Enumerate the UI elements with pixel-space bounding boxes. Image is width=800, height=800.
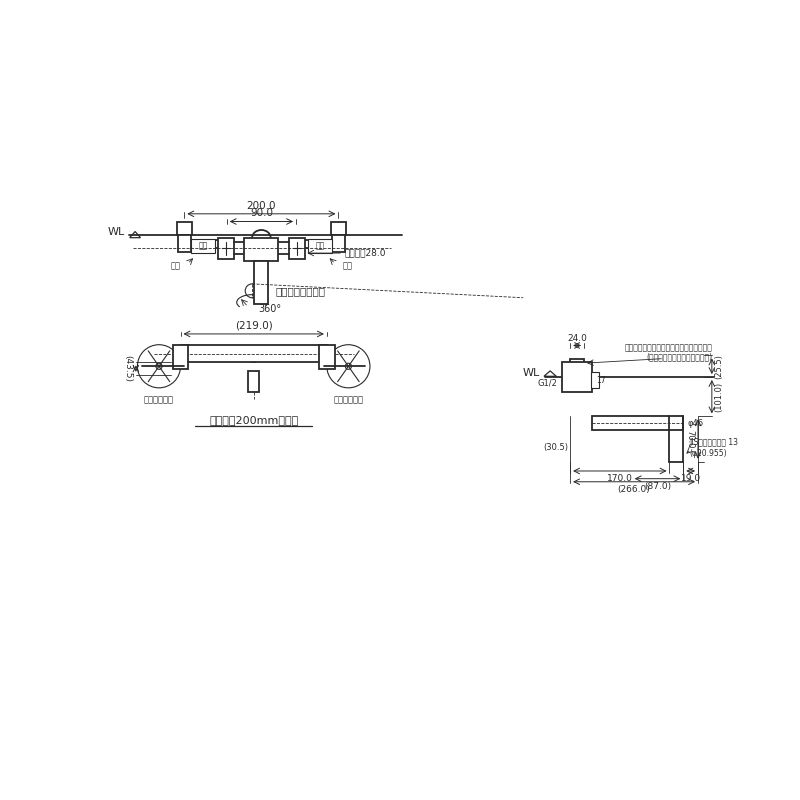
Bar — [248, 371, 259, 392]
Text: WL: WL — [523, 368, 540, 378]
Circle shape — [156, 363, 162, 370]
Bar — [245, 238, 278, 261]
Bar — [254, 261, 268, 304]
Text: 19.0: 19.0 — [681, 474, 701, 483]
Text: 90.0: 90.0 — [250, 209, 273, 218]
Bar — [289, 238, 305, 259]
Text: (25.5): (25.5) — [714, 354, 723, 378]
Bar — [593, 416, 683, 430]
Text: 温側ハンドル: 温側ハンドル — [144, 396, 174, 405]
Text: 吐水: 吐水 — [170, 261, 181, 270]
Text: (30.5): (30.5) — [543, 443, 568, 452]
Text: (87.0): (87.0) — [644, 482, 671, 490]
Text: 六角対辺28.0: 六角対辺28.0 — [345, 249, 386, 258]
Bar — [319, 346, 334, 369]
Bar — [570, 358, 584, 377]
Text: 吐水: 吐水 — [342, 261, 352, 270]
Text: 24.0: 24.0 — [567, 334, 587, 343]
Bar — [591, 373, 598, 388]
Bar — [173, 346, 188, 369]
Text: φ46: φ46 — [687, 418, 703, 428]
Text: 200.0: 200.0 — [246, 201, 276, 210]
Text: スパウト回転角度: スパウト回転角度 — [275, 286, 326, 296]
Text: G1/2: G1/2 — [538, 378, 558, 388]
Text: (シャワーセットは別売固定品): (シャワーセットは別売固定品) — [646, 353, 713, 362]
Text: 上水: 上水 — [315, 242, 325, 250]
Text: (219.0): (219.0) — [235, 321, 273, 331]
Text: 70.0: 70.0 — [685, 430, 694, 448]
Bar — [332, 234, 345, 251]
Text: 360°: 360° — [258, 303, 282, 314]
Bar — [190, 239, 215, 253]
Bar — [330, 222, 346, 234]
Text: 170.0: 170.0 — [607, 474, 633, 483]
Text: (101.0): (101.0) — [714, 382, 723, 412]
Bar — [307, 239, 332, 253]
Bar — [178, 234, 190, 251]
Bar — [218, 238, 234, 259]
Text: JIS給水取付ねじ 13
(φ20.955): JIS給水取付ねじ 13 (φ20.955) — [690, 438, 738, 458]
Text: WL: WL — [108, 227, 125, 238]
Text: 17: 17 — [596, 376, 606, 385]
Bar — [177, 222, 192, 234]
Text: 水側ハンドル: 水側ハンドル — [334, 396, 363, 405]
Text: (266.0): (266.0) — [618, 485, 650, 494]
Text: 止水: 止水 — [198, 242, 207, 250]
Text: この部分にシャワーセットを取付けます。: この部分にシャワーセットを取付けます。 — [625, 343, 713, 353]
Text: (43.5): (43.5) — [123, 355, 132, 382]
Bar — [181, 346, 327, 362]
Circle shape — [346, 363, 351, 370]
Text: 取付芯々200mmの場合: 取付芯々200mmの場合 — [209, 415, 298, 425]
Bar — [562, 362, 593, 393]
